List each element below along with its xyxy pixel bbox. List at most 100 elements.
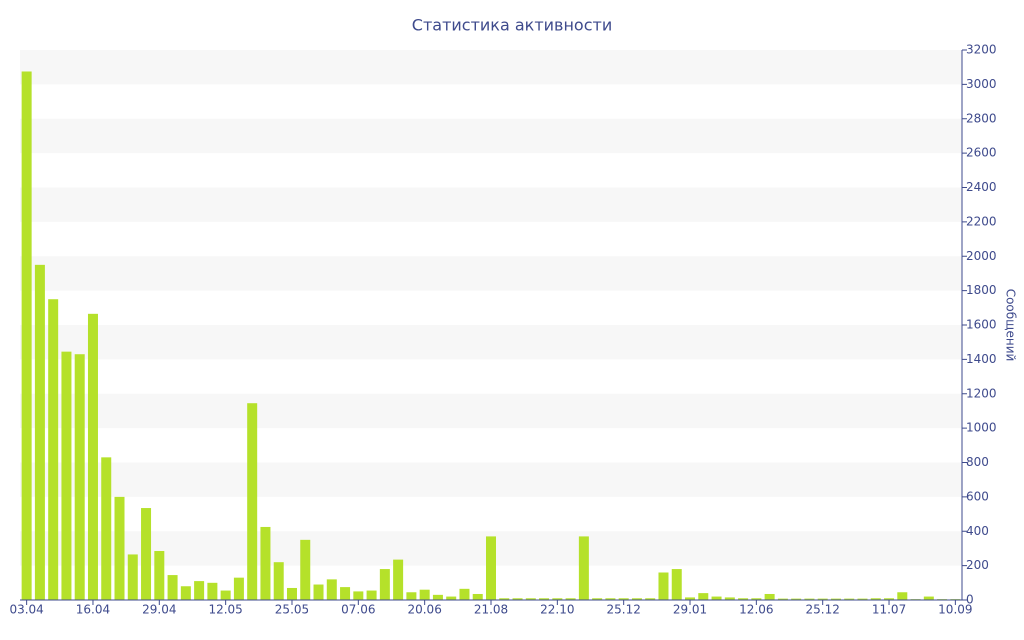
bar xyxy=(366,590,377,600)
y-tick-label: 2400 xyxy=(966,180,997,194)
bar xyxy=(618,598,629,600)
y-tick-label: 2200 xyxy=(966,214,997,228)
bar xyxy=(167,575,178,600)
bar xyxy=(21,71,32,600)
bar xyxy=(671,569,682,600)
bar xyxy=(459,588,470,600)
x-tick-label: 29.04 xyxy=(142,603,176,617)
grid-band xyxy=(20,462,962,497)
bar xyxy=(578,536,589,600)
grid-band xyxy=(20,393,962,429)
bar xyxy=(446,596,457,600)
y-tick-label: 2000 xyxy=(966,249,997,263)
x-tick-label: 29.01 xyxy=(673,603,707,617)
y-tick-label: 1800 xyxy=(966,283,997,297)
bar xyxy=(605,598,616,600)
bar xyxy=(326,579,337,600)
x-tick-label: 21.08 xyxy=(474,603,508,617)
bar xyxy=(74,354,85,600)
bar xyxy=(61,351,72,600)
bar xyxy=(220,590,231,600)
bar xyxy=(844,598,855,600)
bar xyxy=(897,592,908,600)
bar xyxy=(923,596,934,600)
bar xyxy=(233,577,244,600)
x-tick-label: 11.07 xyxy=(872,603,906,617)
bar xyxy=(87,313,98,600)
bar xyxy=(830,598,841,600)
bar xyxy=(247,403,258,600)
bar xyxy=(565,598,576,600)
grid-band xyxy=(20,325,962,360)
y-axis-title: Сообщений xyxy=(1004,289,1018,362)
bar xyxy=(340,587,351,600)
x-tick-label: 22.10 xyxy=(540,603,574,617)
y-tick-label: 200 xyxy=(966,558,989,572)
bar xyxy=(353,591,364,600)
bar xyxy=(207,582,218,600)
x-tick-label: 12.05 xyxy=(208,603,242,617)
bar xyxy=(393,559,404,600)
bar xyxy=(472,593,483,600)
bar xyxy=(286,587,297,600)
bar xyxy=(34,264,45,600)
grid-band xyxy=(20,187,962,222)
bar xyxy=(154,551,165,600)
y-tick-label: 400 xyxy=(966,524,989,538)
y-tick-label: 2600 xyxy=(966,146,997,160)
bar xyxy=(180,586,191,600)
bar xyxy=(645,598,656,600)
bar xyxy=(486,536,496,600)
bar xyxy=(711,596,722,600)
grid-band xyxy=(20,256,962,291)
bar xyxy=(698,593,709,600)
y-tick-label: 0 xyxy=(966,593,974,607)
bar xyxy=(260,526,271,600)
bar xyxy=(552,598,563,600)
y-tick-label: 1400 xyxy=(966,352,997,366)
bar xyxy=(791,598,802,600)
bar xyxy=(273,562,284,600)
bar xyxy=(419,589,430,600)
bar xyxy=(724,597,735,600)
bar xyxy=(114,496,125,600)
bar xyxy=(194,581,205,600)
bar xyxy=(432,594,443,600)
chart-title: Статистика активности xyxy=(412,16,612,35)
bar xyxy=(804,598,815,600)
bar xyxy=(48,299,59,600)
bar xyxy=(499,598,510,600)
y-tick-label: 1200 xyxy=(966,386,997,400)
y-tick-label: 800 xyxy=(966,455,989,469)
y-tick-label: 1000 xyxy=(966,421,997,435)
bar xyxy=(764,593,775,600)
x-tick-label: 07.06 xyxy=(341,603,375,617)
y-tick-label: 2800 xyxy=(966,111,997,125)
y-tick-label: 3200 xyxy=(966,43,997,57)
x-tick-label: 12.06 xyxy=(739,603,773,617)
bar xyxy=(751,598,762,600)
bar xyxy=(857,598,868,600)
bar xyxy=(658,572,669,600)
bar xyxy=(631,598,642,600)
x-tick-label: 16.04 xyxy=(76,603,110,617)
bar xyxy=(300,539,311,600)
x-tick-label: 20.06 xyxy=(407,603,441,617)
x-tick-label: 10.09 xyxy=(938,603,972,617)
grid-band xyxy=(20,50,962,85)
y-tick-label: 1600 xyxy=(966,318,997,332)
bar xyxy=(512,598,523,600)
bar xyxy=(525,598,536,600)
bar xyxy=(379,569,390,600)
bar xyxy=(539,598,550,600)
bar xyxy=(738,598,749,600)
bar xyxy=(592,598,603,600)
bar xyxy=(777,598,788,600)
x-tick-label: 25.12 xyxy=(606,603,640,617)
x-tick-label: 25.12 xyxy=(806,603,840,617)
bar xyxy=(101,457,112,600)
grid-band xyxy=(20,118,962,154)
bar xyxy=(313,584,324,600)
bar xyxy=(817,598,828,600)
